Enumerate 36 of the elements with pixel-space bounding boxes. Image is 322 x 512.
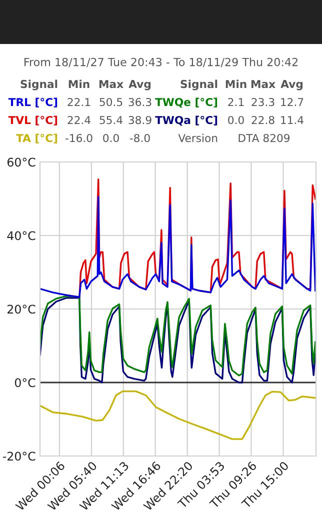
text: 22.1 [68,98,90,106]
text: 23.3 [252,98,274,106]
text: 36.3 [128,98,152,106]
text: Min [68,80,90,88]
text: -8.0 [130,134,150,142]
text: Max [99,80,124,88]
y-tick-label: -20°C [2,452,36,461]
text: Max [251,80,276,88]
text: Signal [20,80,58,90]
y-tick-label: 0°C [14,378,36,388]
text: DTA 8209 [238,134,290,142]
text: TWQe [°C] [155,98,218,108]
y-tick-label: 20°C [8,304,36,314]
text: 12.7 [281,98,304,106]
text: TVL [°C] [8,116,58,126]
text: TRL [°C] [8,98,58,108]
text: -16.0 [66,134,92,142]
text: Avg [128,80,150,90]
y-tick-label: 40°C [7,231,36,240]
text: TWQa [°C] [155,116,218,126]
text: Min [226,80,246,88]
text: 38.9 [128,116,152,124]
text: 55.4 [100,116,122,124]
text: 0.0 [228,116,244,124]
text: Version [178,134,218,142]
text: 22.4 [68,116,90,124]
text: Avg [280,80,302,90]
text: 22.8 [252,116,274,124]
text: 50.5 [100,98,122,106]
text: 11.4 [281,116,304,124]
chart-subtitle: From 18/11/27 Tue 20:43 - To 18/11/29 Thu 20:42 [24,58,298,68]
text: 2.1 [228,98,244,106]
text: Signal [180,80,218,90]
text: TA [°C] [16,134,58,144]
text: 0.0 [103,134,119,142]
y-tick-label: 60°C [7,158,36,167]
